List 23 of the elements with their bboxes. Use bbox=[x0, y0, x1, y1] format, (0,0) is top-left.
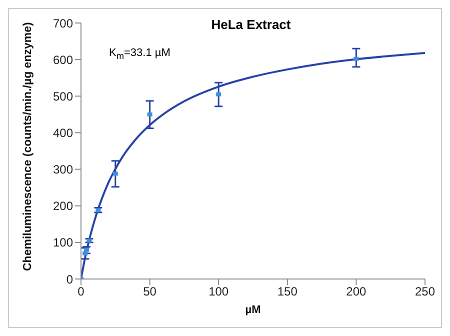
y-tick-label: 600 bbox=[52, 52, 74, 67]
x-tick-label: 100 bbox=[208, 284, 229, 299]
point bbox=[147, 112, 152, 116]
point bbox=[216, 92, 222, 96]
y-axis-title: Chemiluminescence (counts/min./µg enzyme) bbox=[22, 22, 34, 271]
chart-title: HeLa Extract bbox=[211, 17, 291, 32]
y-tick-label: 300 bbox=[52, 162, 74, 177]
x-tick-label: 250 bbox=[414, 284, 436, 299]
x-tick-label: 150 bbox=[277, 284, 298, 299]
x-tick-label: 0 bbox=[78, 284, 85, 299]
x-tick-label: 50 bbox=[143, 284, 157, 299]
annotation: K$_{m}$=33.1 µM bbox=[109, 47, 170, 62]
y-tick-label: 400 bbox=[52, 126, 74, 140]
y-tick-label: 100 bbox=[52, 236, 74, 250]
y-tick-label: 700 bbox=[52, 16, 74, 30]
point bbox=[112, 172, 118, 176]
y-tick-label: 500 bbox=[52, 89, 74, 104]
y-tick-label: 200 bbox=[52, 199, 74, 214]
x-axis-title: µM bbox=[245, 304, 261, 316]
point bbox=[82, 251, 88, 256]
point bbox=[354, 56, 359, 61]
x-tick-label: 200 bbox=[346, 284, 367, 299]
y-tick-label: 0 bbox=[66, 272, 74, 286]
